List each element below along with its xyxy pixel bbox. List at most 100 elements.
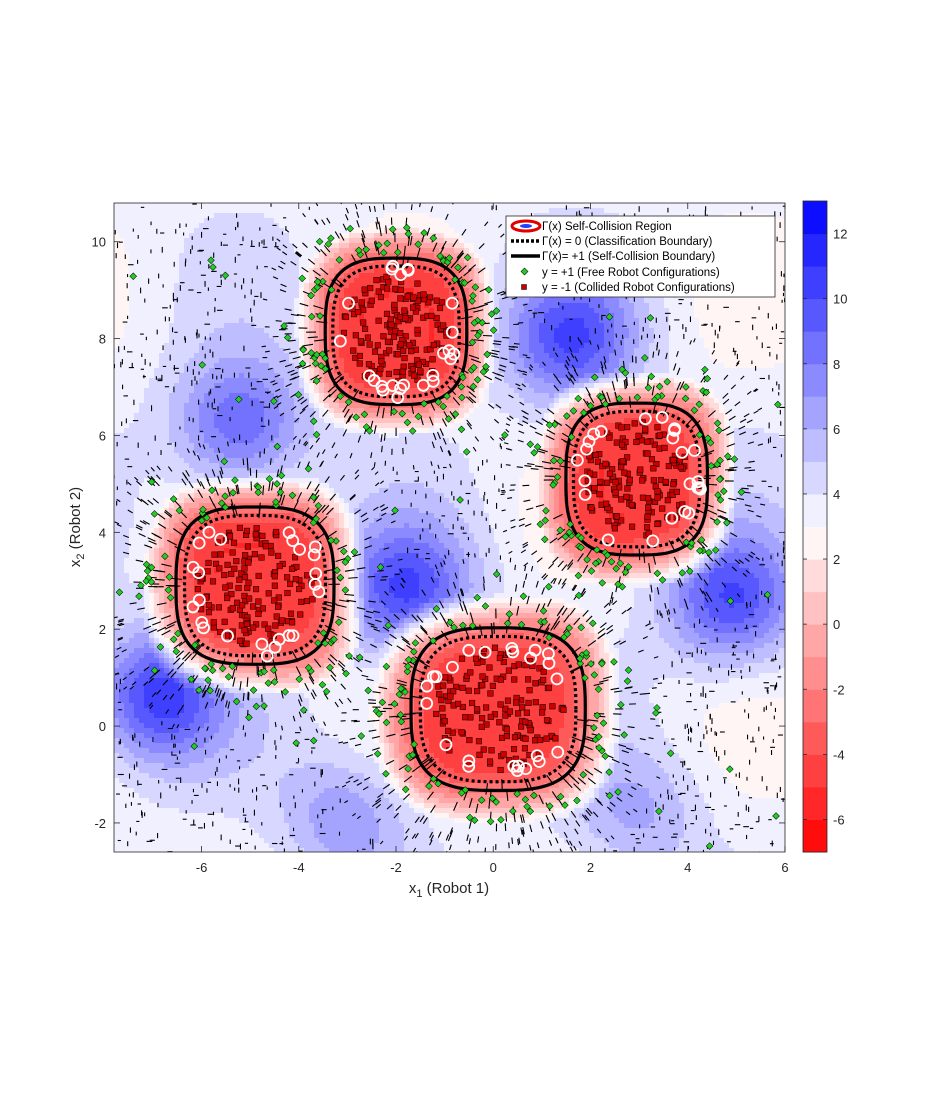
free-sample bbox=[591, 373, 599, 382]
free-sample bbox=[135, 592, 143, 600]
collided-sample bbox=[404, 293, 411, 300]
collided-sample bbox=[654, 494, 661, 501]
free-sample bbox=[260, 702, 268, 710]
free-sample bbox=[220, 457, 229, 466]
free-sample bbox=[156, 643, 165, 651]
collided-sample bbox=[465, 687, 472, 694]
free-sample bbox=[319, 629, 328, 637]
free-sample bbox=[666, 749, 675, 757]
free-sample bbox=[147, 478, 156, 486]
collided-sample bbox=[284, 574, 291, 581]
free-sample bbox=[408, 427, 417, 435]
collided-sample bbox=[605, 518, 612, 525]
free-sample bbox=[403, 667, 412, 676]
collided-sample bbox=[228, 591, 235, 598]
free-sample bbox=[724, 452, 732, 461]
free-sample bbox=[501, 431, 509, 439]
support-vector bbox=[308, 540, 322, 554]
free-sample bbox=[207, 256, 215, 264]
collided-sample bbox=[505, 667, 512, 674]
collided-sample bbox=[228, 570, 235, 578]
colorbar-tick-label: 10 bbox=[833, 292, 847, 307]
free-sample bbox=[375, 241, 383, 249]
collided-sample bbox=[527, 727, 534, 734]
collided-sample bbox=[473, 706, 481, 713]
collided-sample bbox=[275, 603, 282, 610]
collided-sample bbox=[377, 365, 384, 373]
collided-sample bbox=[255, 572, 262, 579]
support-vector bbox=[505, 641, 519, 655]
free-sample bbox=[272, 498, 280, 506]
collided-sample bbox=[597, 478, 604, 485]
sample-markers bbox=[115, 223, 782, 850]
free-sample bbox=[429, 775, 438, 783]
free-sample bbox=[720, 487, 728, 496]
collided-sample bbox=[236, 637, 244, 644]
collided-sample bbox=[211, 551, 218, 558]
legend-box bbox=[505, 215, 776, 298]
collided-sample bbox=[402, 315, 409, 322]
collided-sample bbox=[536, 665, 543, 672]
collided-sample bbox=[287, 610, 295, 617]
free-sample bbox=[716, 475, 724, 484]
free-sample bbox=[573, 796, 581, 805]
collided-sample bbox=[367, 285, 374, 292]
free-sample bbox=[283, 333, 292, 342]
collided-sample bbox=[654, 520, 661, 528]
colorbar-tick-label: 12 bbox=[833, 227, 847, 242]
collided-sample bbox=[611, 525, 618, 532]
support-vector bbox=[507, 759, 521, 773]
collided-sample bbox=[273, 528, 280, 536]
collided-sample bbox=[226, 533, 233, 540]
support-vector bbox=[342, 296, 355, 310]
collided-sample bbox=[246, 595, 253, 602]
free-sample bbox=[321, 365, 330, 373]
free-sample bbox=[314, 639, 322, 647]
collided-sample bbox=[238, 570, 245, 577]
collided-sample bbox=[259, 532, 266, 539]
free-sample bbox=[601, 752, 610, 760]
collided-sample bbox=[631, 420, 638, 427]
collided-sample bbox=[259, 605, 267, 612]
free-sample bbox=[595, 733, 603, 741]
collided-sample bbox=[618, 517, 625, 524]
x-axis: -6 -4 -2 0 2 4 6 bbox=[196, 203, 789, 875]
free-sample bbox=[360, 410, 369, 419]
free-sample bbox=[456, 496, 464, 504]
free-sample bbox=[598, 579, 607, 587]
collided-sample bbox=[539, 704, 546, 711]
free-sample bbox=[478, 318, 486, 327]
free-sample bbox=[342, 669, 350, 678]
free-sample bbox=[487, 310, 496, 318]
collided-sample bbox=[624, 424, 631, 431]
free-sample bbox=[509, 807, 517, 815]
collided-sample bbox=[402, 333, 409, 340]
legend-entry-region: Γ(x) Self-Collision Region bbox=[510, 219, 672, 233]
collided-sample bbox=[503, 726, 510, 733]
free-sample bbox=[375, 710, 383, 718]
collided-sample bbox=[271, 597, 278, 604]
colorbar-band bbox=[803, 526, 827, 560]
collided-sample bbox=[273, 613, 280, 620]
collided-sample bbox=[288, 565, 296, 573]
free-sample bbox=[327, 536, 335, 545]
free-sample bbox=[270, 678, 279, 686]
free-sample bbox=[165, 573, 174, 581]
collided-sample bbox=[604, 479, 611, 486]
free-sample bbox=[605, 791, 614, 800]
free-sample bbox=[688, 539, 696, 547]
free-sample bbox=[198, 516, 206, 525]
free-sample bbox=[408, 751, 417, 759]
collided-sample bbox=[233, 558, 240, 565]
collided-sample bbox=[309, 596, 316, 603]
collided-sample bbox=[289, 619, 296, 626]
support-vector bbox=[286, 629, 300, 643]
free-sample bbox=[533, 443, 542, 451]
free-sample bbox=[195, 686, 203, 694]
free-sample bbox=[459, 373, 467, 382]
collided-sample bbox=[618, 496, 625, 503]
collided-sample bbox=[342, 313, 349, 321]
free-sample bbox=[434, 398, 443, 406]
collided-sample bbox=[618, 441, 626, 449]
collided-sample bbox=[525, 699, 532, 706]
